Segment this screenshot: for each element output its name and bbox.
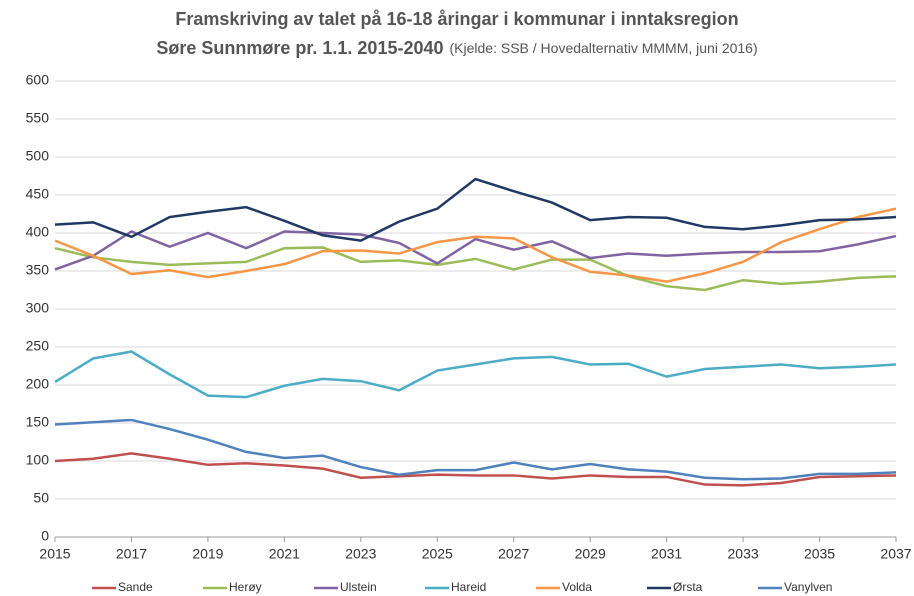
x-tick-label: 2037 [880, 546, 911, 562]
chart-title: Framskriving av talet på 16-18 åringar i… [175, 9, 738, 29]
x-tick-label: 2021 [269, 546, 300, 562]
legend-label: Volda [562, 580, 592, 594]
x-tick-label: 2023 [345, 546, 376, 562]
y-tick-label: 200 [26, 376, 50, 392]
y-tick-label: 100 [26, 452, 50, 468]
series-line [54, 246, 897, 292]
series-line [54, 350, 897, 399]
x-tick-label: 2015 [39, 546, 70, 562]
y-tick-label: 600 [26, 72, 50, 88]
y-tick-label: 50 [33, 490, 49, 506]
x-tick-label: 2033 [728, 546, 759, 562]
y-tick-label: 450 [26, 186, 50, 202]
y-tick-label: 300 [26, 300, 50, 316]
y-tick-label: 500 [26, 148, 50, 164]
series-line [54, 177, 897, 242]
chart-title: Søre Sunnmøre pr. 1.1. 2015-2040 [156, 38, 443, 58]
chart-subtitle: (Kjelde: SSB / Hovedalternativ MMMM, jun… [450, 40, 758, 56]
x-tick-label: 2025 [422, 546, 453, 562]
x-tick-label: 2017 [116, 546, 147, 562]
y-tick-label: 250 [26, 338, 50, 354]
x-tick-label: 2019 [192, 546, 223, 562]
series-line [54, 452, 897, 487]
legend-label: Vanylven [784, 580, 832, 594]
x-tick-label: 2031 [651, 546, 682, 562]
y-tick-label: 400 [26, 224, 50, 240]
y-tick-label: 550 [26, 110, 50, 126]
legend-label: Hareid [451, 580, 486, 594]
y-tick-label: 0 [41, 528, 49, 544]
legend-label: Herøy [229, 580, 262, 594]
y-tick-label: 150 [26, 414, 50, 430]
series-line [54, 230, 897, 271]
legend-label: Ørsta [673, 580, 703, 594]
series-line [54, 207, 897, 283]
series-line [54, 418, 897, 481]
x-tick-label: 2035 [804, 546, 835, 562]
x-tick-label: 2029 [575, 546, 606, 562]
legend-label: Ulstein [340, 580, 377, 594]
x-tick-label: 2027 [498, 546, 529, 562]
legend-label: Sande [118, 580, 153, 594]
y-tick-label: 350 [26, 262, 50, 278]
chart-title-2: Søre Sunnmøre pr. 1.1. 2015-2040 (Kjelde:… [156, 38, 757, 58]
